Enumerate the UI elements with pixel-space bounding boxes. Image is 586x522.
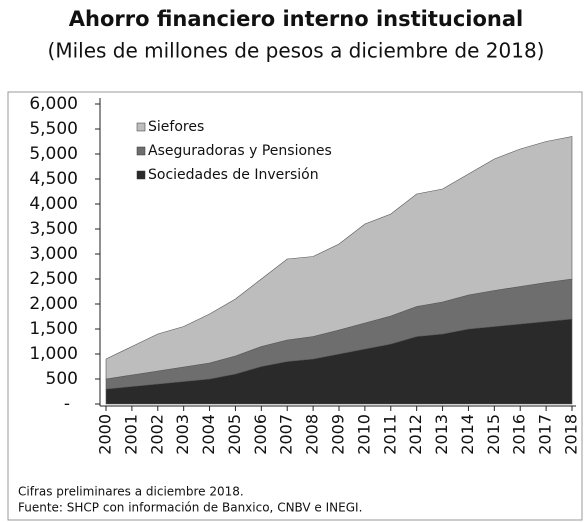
x-tick-label: 2000 — [96, 414, 115, 455]
y-tick-label: 4,000 — [29, 194, 78, 214]
y-tick-label: 3,500 — [29, 219, 78, 239]
legend-swatch — [136, 122, 146, 132]
x-tick-label: 2008 — [303, 414, 322, 455]
chart-subtitle: (Miles de millones de pesos a diciembre … — [48, 39, 545, 63]
area — [105, 136, 573, 380]
x-tick-label: 2005 — [225, 414, 244, 455]
y-tick-label: 500 — [46, 369, 78, 389]
y-tick-label: 5,000 — [29, 144, 78, 164]
y-tick-label: 5,500 — [29, 119, 78, 139]
frame — [7, 91, 583, 521]
legend-swatch — [136, 170, 146, 180]
x-tick-label: 2018 — [562, 414, 581, 455]
x-tick-label: 2003 — [173, 414, 192, 455]
x-tick-label: 2015 — [484, 414, 503, 455]
x-tick-label: 2007 — [277, 414, 296, 455]
note: Cifras preliminares a diciembre 2018. — [18, 485, 244, 499]
x-tick-label: 2009 — [329, 414, 348, 455]
y-tick-label: 1,500 — [29, 319, 78, 339]
y-tick-label: 2,500 — [29, 269, 78, 289]
legend-label: Sociedades de Inversión — [148, 167, 319, 183]
x-tick-label: 2006 — [251, 414, 270, 455]
legend-label: Aseguradoras y Pensiones — [148, 143, 332, 159]
y-tick-label: 4,500 — [29, 169, 78, 189]
y-tick-label: 6,000 — [29, 94, 78, 114]
legend-label: Siefores — [148, 119, 204, 135]
x-tick-label: 2013 — [432, 414, 451, 455]
x-tick-label: 2017 — [536, 414, 555, 455]
y-tick-label: 1,000 — [29, 344, 78, 364]
x-tick-label: 2001 — [121, 414, 140, 455]
y-tick-label: 3,000 — [29, 244, 78, 264]
x-tick-label: 2004 — [199, 414, 218, 455]
x-tick-label: 2010 — [354, 414, 373, 455]
y-tick-label: 2,000 — [29, 294, 78, 314]
x-tick-label: 2012 — [406, 414, 425, 455]
y-tick-label: - — [64, 394, 70, 414]
legend-swatch — [136, 146, 146, 156]
chart-title: Ahorro financiero interno institucional — [69, 7, 523, 31]
x-tick-label: 2016 — [510, 414, 529, 455]
x-tick-label: 2014 — [458, 414, 477, 455]
note: Fuente: SHCP con información de Banxico,… — [18, 501, 362, 515]
x-tick-label: 2002 — [147, 414, 166, 455]
x-tick-label: 2011 — [380, 414, 399, 455]
